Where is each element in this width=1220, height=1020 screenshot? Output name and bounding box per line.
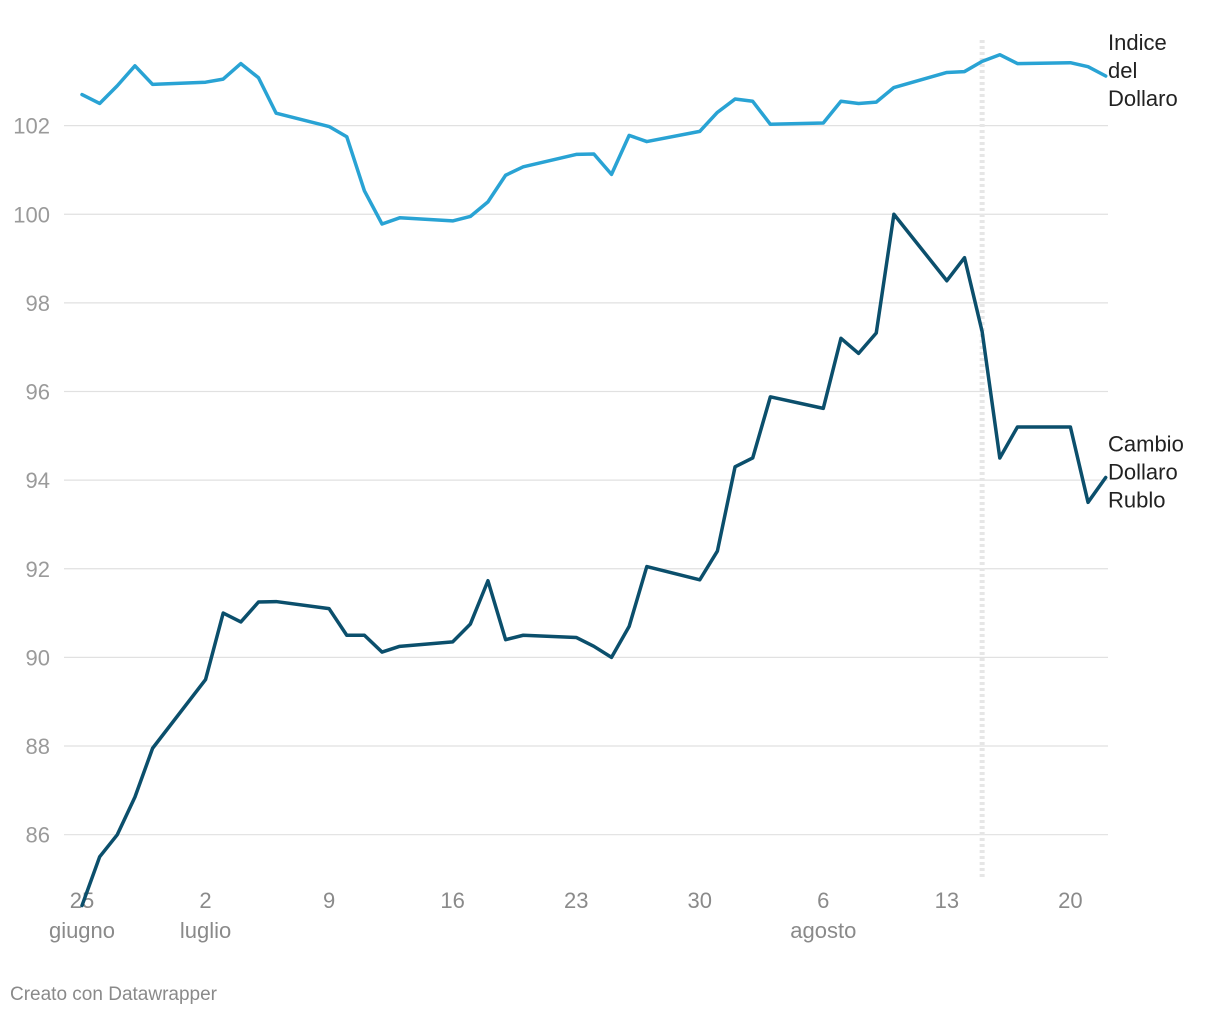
x-tick-label: 13 [935, 888, 959, 913]
x-tick-label: 30 [688, 888, 712, 913]
y-tick-label: 86 [26, 823, 50, 848]
series-line-usd-rub [80, 212, 1108, 908]
y-tick-label: 96 [26, 380, 50, 405]
y-tick-label: 100 [13, 202, 50, 227]
series-label-line: Dollaro [1108, 459, 1178, 484]
x-tick-label: 6 [817, 888, 829, 913]
x-tick-label: 16 [440, 888, 464, 913]
series-labels: Indice del Dollaro Cambio Dollaro Rublo [1108, 30, 1184, 512]
series-line-dollar-index [80, 52, 1108, 226]
x-tick-month-label: giugno [49, 918, 115, 943]
x-tick-label: 9 [323, 888, 335, 913]
credit-text: Creato con Datawrapper [10, 984, 217, 1005]
x-tick-label: 23 [564, 888, 588, 913]
series-label-line: del [1108, 58, 1137, 83]
series-label-line: Indice [1108, 30, 1167, 55]
y-tick-label: 88 [26, 734, 50, 759]
y-tick-label: 92 [26, 557, 50, 582]
series-label-line: Cambio [1108, 431, 1184, 456]
y-axis-ticks: 86 88 90 92 94 96 98 100 102 [13, 114, 50, 848]
x-tick-month-label: agosto [790, 918, 856, 943]
y-tick-label: 94 [26, 468, 50, 493]
x-tick-label: 20 [1058, 888, 1082, 913]
series-label-dollar-index: Indice del Dollaro [1108, 30, 1178, 111]
x-tick-month-label: luglio [180, 918, 231, 943]
y-tick-label: 102 [13, 114, 50, 139]
y-tick-label: 90 [26, 645, 50, 670]
series-label-usd-rub: Cambio Dollaro Rublo [1108, 431, 1184, 512]
gridlines [64, 125, 1108, 836]
y-tick-label: 98 [26, 291, 50, 316]
series-label-line: Dollaro [1108, 86, 1178, 111]
x-tick-label: 2 [199, 888, 211, 913]
series-lines [80, 52, 1108, 908]
series-label-line: Rublo [1108, 487, 1165, 512]
